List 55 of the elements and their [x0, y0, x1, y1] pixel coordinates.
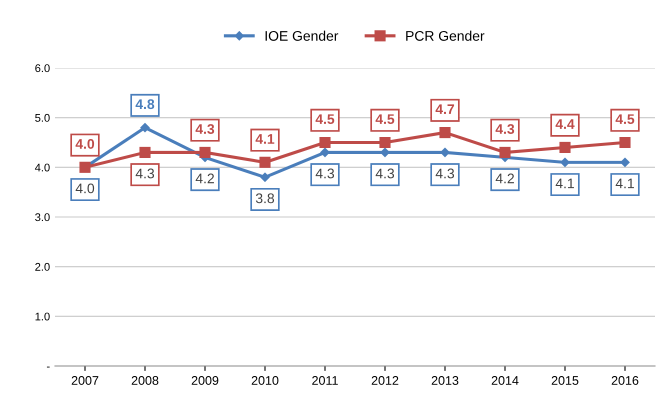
data-label: 4.0 — [76, 139, 94, 149]
y-tick-label: - — [46, 366, 50, 368]
data-label: 4.1 — [556, 178, 574, 188]
data-label: 4.3 — [496, 124, 514, 134]
point — [619, 136, 631, 148]
point — [139, 146, 151, 158]
data-label: 4.7 — [436, 104, 454, 114]
point — [440, 148, 450, 158]
y-tick-label: 3.0 — [35, 213, 50, 222]
data-label: 4.3 — [196, 124, 214, 134]
point — [560, 158, 570, 167]
y-tick-label: 6.0 — [35, 64, 50, 72]
data-label: 3.8 — [256, 193, 274, 204]
point — [140, 122, 150, 132]
y-tick-label: 2.0 — [35, 262, 50, 271]
x-tick-label: 2016 — [612, 376, 638, 385]
data-label: 4.4 — [556, 119, 575, 129]
data-label: 4.3 — [376, 168, 394, 178]
data-label: 4.5 — [616, 114, 634, 124]
point — [320, 148, 330, 158]
point — [260, 172, 270, 182]
x-tick-label: 2014 — [492, 376, 519, 385]
data-label: 4.3 — [436, 168, 454, 178]
data-label: 4.2 — [196, 174, 214, 184]
point — [559, 142, 571, 154]
data-label: 4.3 — [316, 168, 334, 178]
y-tick-label: 4.0 — [34, 164, 50, 172]
x-tick-label: 2012 — [372, 376, 398, 385]
x-tick-label: 2008 — [132, 376, 158, 385]
point — [199, 146, 211, 158]
data-label: 4.8 — [136, 99, 154, 110]
point — [380, 148, 390, 158]
y-tick-label: 5.0 — [35, 114, 50, 122]
x-tick-label: 2010 — [252, 376, 278, 385]
point — [319, 136, 331, 148]
data-label: 4.5 — [316, 114, 334, 124]
x-tick-label: 2011 — [312, 376, 338, 385]
data-label: 4.2 — [496, 174, 514, 184]
x-tick-label: 2013 — [432, 376, 458, 385]
data-label: 4.1 — [616, 178, 634, 188]
legend-label: IOE Gender — [266, 30, 338, 41]
x-tick-label: 2007 — [72, 376, 98, 385]
point — [620, 158, 630, 167]
data-label: 4.1 — [256, 134, 274, 144]
x-tick-label: 2015 — [552, 376, 578, 385]
data-label: 4.3 — [136, 168, 154, 178]
data-label: 4.0 — [76, 183, 94, 194]
point — [439, 127, 451, 138]
point — [499, 146, 511, 158]
data-label: 4.5 — [376, 114, 394, 124]
point — [259, 156, 271, 168]
legend-label: PCR Gender — [406, 30, 484, 41]
y-tick-label: 1.0 — [36, 312, 50, 320]
point — [379, 136, 391, 148]
x-tick-label: 2009 — [192, 376, 218, 385]
